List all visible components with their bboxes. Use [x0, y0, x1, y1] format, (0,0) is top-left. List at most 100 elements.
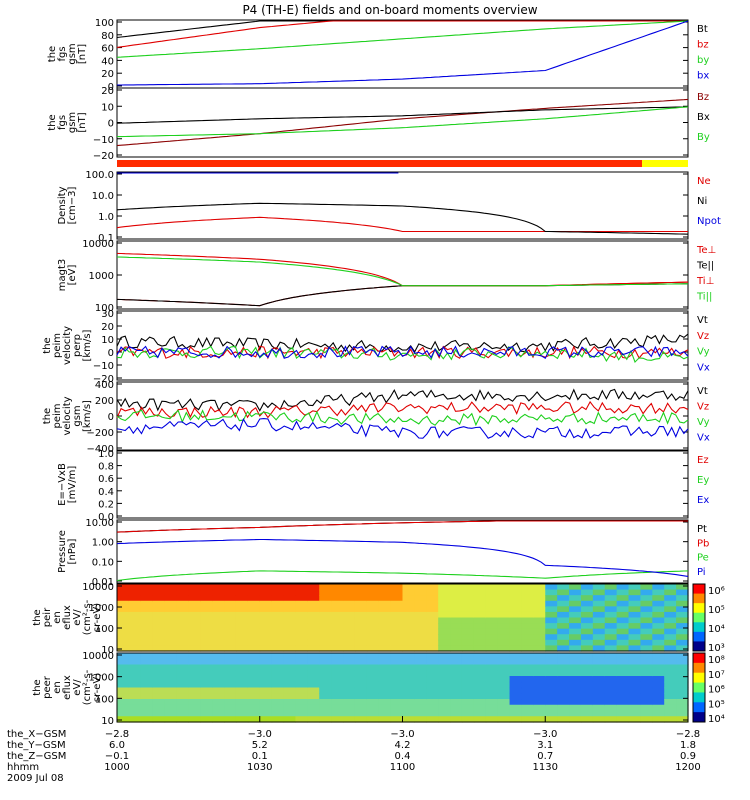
y-tick-label: 60	[101, 44, 114, 55]
heatmap-cell	[592, 595, 606, 602]
heatmap-cell	[259, 584, 273, 591]
heatmap-cell	[450, 699, 463, 706]
heatmap-cell	[152, 628, 166, 635]
heatmap-cell	[485, 716, 499, 723]
heatmap-cell	[200, 653, 213, 660]
heatmap-cell	[390, 606, 404, 613]
heatmap-cell	[343, 595, 356, 602]
heatmap-cell	[354, 693, 368, 700]
heatmap-cell	[676, 699, 689, 706]
heatmap-cell	[545, 653, 558, 660]
heatmap-cell	[461, 600, 475, 607]
heatmap-cell	[117, 645, 130, 652]
heatmap-cell	[616, 645, 630, 652]
heatmap-cell	[461, 611, 475, 619]
heatmap-cell	[521, 699, 534, 706]
heatmap-cell	[188, 628, 201, 635]
heatmap-cell	[592, 645, 606, 652]
heatmap-cell	[569, 595, 582, 602]
heatmap-cell	[283, 623, 297, 630]
heatmap-cell	[271, 670, 285, 677]
heatmap-cell	[390, 589, 404, 596]
heatmap-cell	[259, 611, 273, 619]
y-axis-label: thepeimvelocitygsm[km/s]	[42, 396, 93, 435]
heatmap-cell	[640, 628, 653, 635]
heatmap-cell	[152, 611, 166, 619]
colorbar-label: 10⁴	[708, 714, 725, 725]
heatmap-cell	[247, 584, 261, 591]
heatmap-cell	[580, 639, 594, 647]
heatmap-cell	[390, 623, 404, 630]
y-tick-label: 10.0	[92, 191, 114, 202]
heatmap-cell	[390, 670, 404, 677]
heatmap-cell	[378, 600, 392, 607]
heatmap-cell	[676, 584, 689, 591]
heatmap-cell	[545, 687, 558, 694]
colorbar-label: 10⁵	[708, 699, 725, 710]
heatmap-cell	[485, 645, 499, 652]
series-pb	[116, 520, 688, 533]
heatmap-cell	[557, 600, 570, 607]
heatmap-cell	[604, 676, 618, 683]
heatmap-cell	[521, 670, 534, 677]
heatmap-cell	[676, 589, 689, 596]
heatmap-cell	[200, 639, 213, 647]
y-axis-label-line: the	[32, 609, 43, 625]
heatmap-cell	[426, 699, 439, 706]
heatmap-cell	[509, 704, 523, 712]
heatmap-cell	[188, 716, 201, 723]
heatmap-cell	[664, 664, 677, 671]
heatmap-cell	[354, 664, 368, 671]
heatmap-cell	[319, 704, 332, 712]
heatmap-cell	[533, 693, 546, 700]
heatmap-cell	[652, 589, 665, 596]
heatmap-cell	[224, 693, 237, 700]
heatmap-cell	[628, 617, 642, 624]
heatmap-cell	[557, 670, 570, 677]
heatmap-cell	[140, 664, 154, 671]
heatmap-cell	[390, 639, 404, 647]
heatmap-cell	[271, 600, 285, 607]
heatmap-cell	[497, 704, 511, 712]
heatmap-cell	[128, 658, 142, 666]
heatmap-cell	[533, 645, 546, 652]
heatmap-cell	[152, 617, 166, 624]
heatmap-cell	[378, 710, 392, 717]
series-te	[116, 283, 688, 307]
heatmap-cell	[616, 611, 630, 619]
x-row-label: the_Y−GSM	[7, 740, 66, 751]
heatmap-cell	[497, 670, 511, 677]
heatmap-cell	[295, 693, 308, 700]
heatmap-cell	[152, 645, 166, 652]
heatmap-cell	[521, 704, 534, 712]
heatmap-cell	[402, 687, 415, 694]
heatmap-cell	[271, 639, 285, 647]
legend-by: by	[697, 55, 709, 66]
heatmap-cell	[664, 617, 677, 624]
heatmap-cell	[128, 716, 142, 723]
heatmap-cell	[438, 710, 451, 717]
heatmap-cell	[224, 653, 237, 660]
heatmap-cell	[580, 589, 594, 596]
heatmap-cell	[664, 710, 677, 717]
heatmap-cell	[450, 670, 463, 677]
colorbar-segment	[693, 712, 705, 723]
y-axis-label-line: (cm²-s-	[82, 599, 93, 635]
heatmap-cell	[485, 676, 499, 683]
heatmap-cell	[414, 634, 427, 641]
colorbar-segment	[693, 653, 705, 664]
heatmap-cell	[247, 664, 261, 671]
legend-vy: Vy	[697, 347, 710, 358]
heatmap-cell	[414, 681, 427, 689]
heatmap-cell	[283, 611, 297, 619]
heatmap-cell	[378, 716, 392, 723]
heatmap-cell	[592, 681, 606, 689]
heatmap-cell	[354, 681, 368, 689]
heatmap-cell	[378, 681, 392, 689]
heatmap-cell	[271, 664, 285, 671]
colorbar-segment	[693, 692, 705, 703]
heatmap-cell	[604, 595, 618, 602]
heatmap-cell	[461, 693, 475, 700]
heatmap-cell	[140, 639, 154, 647]
heatmap-cell	[664, 628, 677, 635]
